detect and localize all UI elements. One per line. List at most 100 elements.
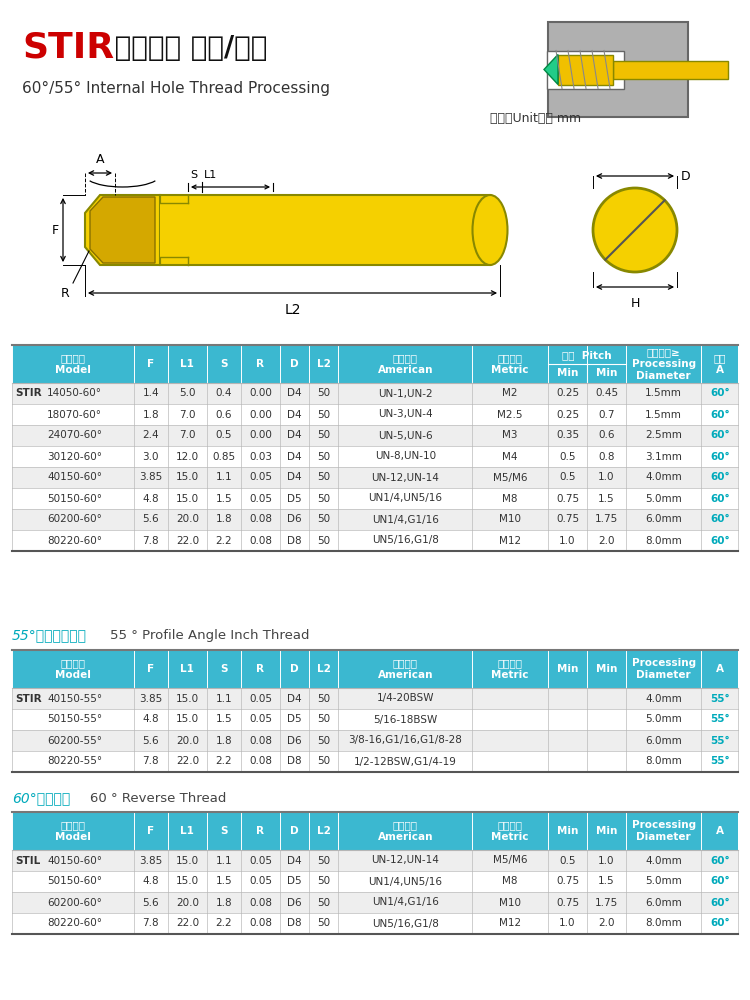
Text: 60200-55°: 60200-55° (47, 736, 102, 746)
Text: 0.5: 0.5 (560, 473, 576, 483)
Text: 1.0: 1.0 (598, 856, 615, 865)
Text: 40150-60°: 40150-60° (47, 856, 102, 865)
Bar (12, 871, 738, 892)
Text: 0.8: 0.8 (598, 452, 615, 462)
Text: L2: L2 (317, 359, 331, 369)
Text: D5: D5 (287, 714, 302, 724)
Text: L2: L2 (317, 664, 331, 674)
Text: M5/M6: M5/M6 (493, 856, 527, 865)
Text: 1.0: 1.0 (598, 473, 615, 483)
Text: 4.8: 4.8 (142, 876, 159, 886)
Text: 60°: 60° (710, 452, 730, 462)
Text: 4.0mm: 4.0mm (645, 694, 682, 704)
Text: 美制螺纹
American: 美制螺纹 American (378, 820, 433, 842)
Text: UN-5,UN-6: UN-5,UN-6 (378, 430, 433, 440)
Bar (12, 488, 738, 509)
Text: 60°: 60° (710, 493, 730, 504)
Text: F: F (147, 826, 154, 836)
Text: 50: 50 (317, 898, 331, 908)
Text: 60°反牙螺纹: 60°反牙螺纹 (12, 791, 70, 805)
Text: 0.08: 0.08 (249, 514, 272, 524)
Text: 4.8: 4.8 (142, 714, 159, 724)
Text: 2.4: 2.4 (142, 430, 159, 440)
Text: Min: Min (556, 826, 578, 836)
Text: 0.85: 0.85 (212, 452, 236, 462)
Text: D4: D4 (287, 388, 302, 398)
Text: 0.05: 0.05 (249, 714, 272, 724)
Text: 1.0: 1.0 (560, 536, 576, 546)
Text: D4: D4 (287, 856, 302, 865)
Text: UN-3,UN-4: UN-3,UN-4 (378, 410, 433, 420)
Text: 50150-60°: 50150-60° (47, 493, 102, 504)
Text: 60°: 60° (710, 898, 730, 908)
Text: 0.7: 0.7 (598, 410, 615, 420)
Text: 7.8: 7.8 (142, 918, 159, 928)
Text: 规格型号
Model: 规格型号 Model (55, 820, 91, 842)
Bar (12, 850, 738, 871)
Text: 60°: 60° (710, 918, 730, 928)
Text: 40150-55°: 40150-55° (47, 694, 102, 704)
Text: 内孔牙刀 公制/英制: 内孔牙刀 公制/英制 (105, 34, 267, 62)
Text: UN-1,UN-2: UN-1,UN-2 (378, 388, 433, 398)
Text: 50: 50 (317, 756, 331, 766)
Text: F: F (147, 664, 154, 674)
Text: 5.6: 5.6 (142, 736, 159, 746)
Text: Min: Min (596, 368, 617, 378)
Text: 美制螺纹
American: 美制螺纹 American (378, 658, 433, 680)
Text: 3/8-16,G1/16,G1/8-28: 3/8-16,G1/16,G1/8-28 (349, 736, 463, 746)
Text: UN5/16,G1/8: UN5/16,G1/8 (372, 918, 439, 928)
Text: Processing
Diameter: Processing Diameter (632, 820, 696, 842)
Text: 1.5: 1.5 (216, 714, 232, 724)
Text: 0.45: 0.45 (595, 388, 618, 398)
Bar (12, 812, 738, 850)
Text: 1.8: 1.8 (216, 514, 232, 524)
Bar (12, 530, 738, 551)
Polygon shape (90, 197, 155, 263)
Polygon shape (544, 54, 558, 85)
Bar (12, 650, 738, 688)
Text: 1.5: 1.5 (216, 876, 232, 886)
Text: 4.0mm: 4.0mm (645, 473, 682, 483)
Text: 2.2: 2.2 (216, 756, 232, 766)
Text: 50: 50 (317, 918, 331, 928)
Text: 1.5mm: 1.5mm (645, 410, 682, 420)
Text: 50: 50 (317, 736, 331, 746)
Text: 规格型号
Model: 规格型号 Model (55, 353, 91, 375)
Text: 50: 50 (317, 452, 331, 462)
Text: 6.0mm: 6.0mm (645, 898, 682, 908)
Text: UN-8,UN-10: UN-8,UN-10 (375, 452, 436, 462)
Text: 6.0mm: 6.0mm (645, 736, 682, 746)
Text: 2.5mm: 2.5mm (645, 430, 682, 440)
Text: 6.0mm: 6.0mm (645, 514, 682, 524)
Text: 55°: 55° (710, 756, 730, 766)
Text: 1.75: 1.75 (595, 898, 618, 908)
Text: 50: 50 (317, 388, 331, 398)
Text: D8: D8 (287, 918, 302, 928)
Bar (12, 404, 738, 425)
Text: 22.0: 22.0 (176, 918, 199, 928)
Text: 5.0mm: 5.0mm (645, 493, 682, 504)
Text: 15.0: 15.0 (176, 473, 199, 483)
Text: 15.0: 15.0 (176, 493, 199, 504)
Polygon shape (558, 54, 613, 85)
Bar (12, 345, 738, 383)
Text: 3.85: 3.85 (140, 473, 163, 483)
Text: D4: D4 (287, 473, 302, 483)
Text: M4: M4 (503, 452, 518, 462)
Text: D5: D5 (287, 876, 302, 886)
Text: 60°: 60° (710, 536, 730, 546)
Text: D: D (290, 826, 299, 836)
FancyBboxPatch shape (548, 22, 688, 117)
Text: L1: L1 (181, 826, 194, 836)
Text: 15.0: 15.0 (176, 876, 199, 886)
Text: 50: 50 (317, 430, 331, 440)
Bar (12, 892, 738, 913)
Text: 60°/55° Internal Hole Thread Processing: 60°/55° Internal Hole Thread Processing (22, 80, 330, 96)
Text: 50150-60°: 50150-60° (47, 876, 102, 886)
Text: 2.2: 2.2 (216, 918, 232, 928)
Text: 0.75: 0.75 (556, 898, 579, 908)
Text: R: R (256, 826, 265, 836)
Text: D4: D4 (287, 430, 302, 440)
Text: 1.0: 1.0 (560, 918, 576, 928)
Text: 22.0: 22.0 (176, 536, 199, 546)
